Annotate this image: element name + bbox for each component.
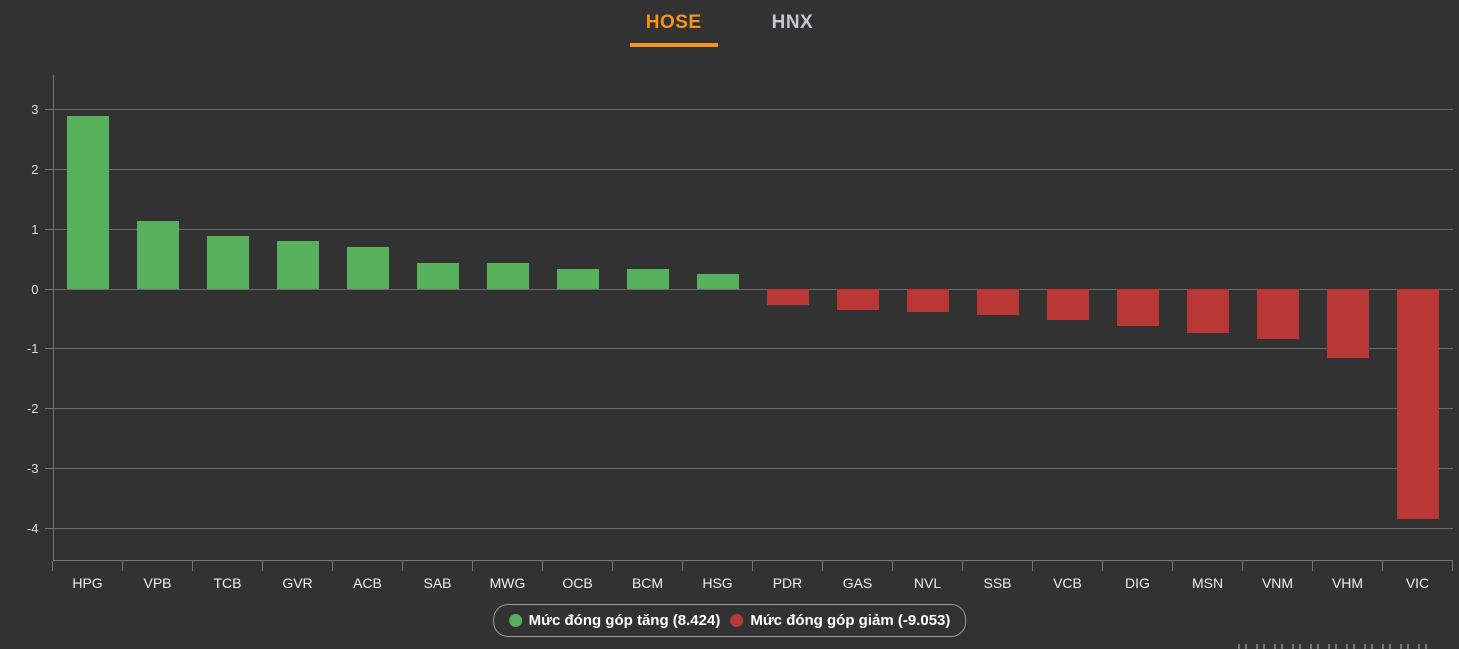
x-axis-label-NVL: NVL <box>913 575 942 591</box>
y-axis-tick <box>44 228 53 230</box>
bar-VPB[interactable] <box>136 220 179 290</box>
x-axis-label-GVR: GVR <box>282 575 313 591</box>
y-axis-tick <box>44 468 53 469</box>
x-axis-label-HPG: HPG <box>72 575 103 591</box>
y-gridline <box>52 228 1453 230</box>
bar-SSB[interactable] <box>976 289 1019 315</box>
x-axis-label-SSB: SSB <box>983 575 1012 591</box>
x-axis-label-SAB: SAB <box>423 575 452 591</box>
y-gridline <box>52 468 1453 469</box>
y-axis-label: -1 <box>26 341 39 357</box>
legend-item-negative[interactable]: Mức đóng góp giảm (-9.053) <box>730 612 950 629</box>
bar-NVL[interactable] <box>906 289 949 313</box>
x-axis-tick <box>1242 561 1243 571</box>
bar-OCB[interactable] <box>556 268 599 290</box>
chart-legend: Mức đóng góp tăng (8.424) Mức đóng góp g… <box>492 604 967 637</box>
x-axis-label-DIG: DIG <box>1125 575 1150 591</box>
bar-VCB[interactable] <box>1046 289 1089 321</box>
x-axis-label-BCM: BCM <box>631 575 664 591</box>
y-axis-tick <box>44 348 53 350</box>
y-axis-label: 3 <box>31 102 39 118</box>
y-axis-label: 2 <box>31 161 39 177</box>
bar-GAS[interactable] <box>836 289 879 310</box>
x-axis-label-TCB: TCB <box>213 575 242 591</box>
x-axis-tick <box>332 561 333 571</box>
x-axis-label-VHM: VHM <box>1331 575 1364 591</box>
bar-PDR[interactable] <box>766 289 809 306</box>
bar-VHM[interactable] <box>1326 289 1369 358</box>
x-axis-tick <box>542 561 543 571</box>
y-axis-tick <box>44 408 53 410</box>
bar-SAB[interactable] <box>416 263 459 290</box>
x-axis-tick <box>962 561 963 571</box>
y-axis-label: 1 <box>31 221 39 237</box>
x-axis-tick <box>1452 561 1453 571</box>
bar-TCB[interactable] <box>206 235 249 290</box>
x-axis-label-PDR: PDR <box>772 575 803 591</box>
x-axis-label-VCB: VCB <box>1053 575 1082 591</box>
bar-HPG[interactable] <box>66 116 109 290</box>
x-axis-tick <box>1382 561 1383 571</box>
x-axis-tick <box>822 561 823 571</box>
bar-VNM[interactable] <box>1256 289 1299 340</box>
legend-positive-label: Mức đóng góp tăng (8.424) <box>528 612 721 629</box>
y-axis-tick <box>44 288 53 290</box>
y-gridline <box>52 348 1453 350</box>
y-axis-label: 0 <box>31 281 39 297</box>
y-gridline <box>52 408 1453 410</box>
x-axis-label-VIC: VIC <box>1405 575 1430 591</box>
x-axis-line <box>52 560 1453 561</box>
x-axis-tick <box>1032 561 1033 571</box>
y-axis-label: -2 <box>26 401 39 417</box>
x-axis-label-ACB: ACB <box>353 575 382 591</box>
bar-BCM[interactable] <box>626 269 669 290</box>
x-axis-tick <box>192 561 193 571</box>
x-axis-tick <box>752 561 753 571</box>
y-axis-label: -3 <box>26 461 39 476</box>
x-axis-tick <box>1172 561 1173 571</box>
x-axis-tick <box>122 561 123 571</box>
y-axis-tick <box>44 168 53 170</box>
x-axis-tick <box>1102 561 1103 571</box>
x-axis-label-HSG: HSG <box>702 575 733 591</box>
x-axis-label-OCB: OCB <box>562 575 593 591</box>
x-axis-tick <box>402 561 403 571</box>
bar-HSG[interactable] <box>696 274 739 290</box>
y-axis-tick <box>44 527 53 529</box>
bar-ACB[interactable] <box>346 246 389 290</box>
exchange-tabbar: HOSE HNX <box>0 0 1459 47</box>
x-axis-tick <box>682 561 683 571</box>
x-axis-tick <box>262 561 263 571</box>
bar-DIG[interactable] <box>1116 289 1159 326</box>
bar-VIC[interactable] <box>1396 289 1439 520</box>
x-axis-tick <box>612 561 613 571</box>
legend-negative-label: Mức đóng góp giảm (-9.053) <box>750 612 951 629</box>
bar-GVR[interactable] <box>276 240 319 290</box>
x-axis-tick <box>892 561 893 571</box>
y-gridline <box>52 168 1453 170</box>
tab-hnx[interactable]: HNX <box>771 12 814 33</box>
y-axis-line <box>52 75 54 560</box>
y-gridline <box>52 288 1453 290</box>
x-axis-label-MSN: MSN <box>1191 575 1224 591</box>
x-axis-label-GAS: GAS <box>842 575 873 591</box>
bar-MSN[interactable] <box>1186 289 1229 333</box>
positive-dot-icon <box>508 614 522 627</box>
x-axis-tick <box>1312 561 1313 571</box>
x-axis-label-MWG: MWG <box>489 575 526 591</box>
clipped-text-fragment <box>1238 644 1428 649</box>
y-gridline <box>52 527 1453 529</box>
legend-item-positive[interactable]: Mức đóng góp tăng (8.424) <box>508 612 721 629</box>
tab-hose[interactable]: HOSE <box>629 0 718 47</box>
x-axis-tick <box>472 561 473 571</box>
bar-MWG[interactable] <box>486 263 529 290</box>
y-gridline <box>52 109 1453 111</box>
y-axis-tick <box>44 109 53 111</box>
negative-dot-icon <box>730 614 744 627</box>
x-axis-tick <box>52 561 53 571</box>
y-axis-label: -4 <box>26 520 39 536</box>
x-axis-label-VPB: VPB <box>143 575 172 591</box>
x-axis-label-VNM: VNM <box>1261 575 1294 591</box>
